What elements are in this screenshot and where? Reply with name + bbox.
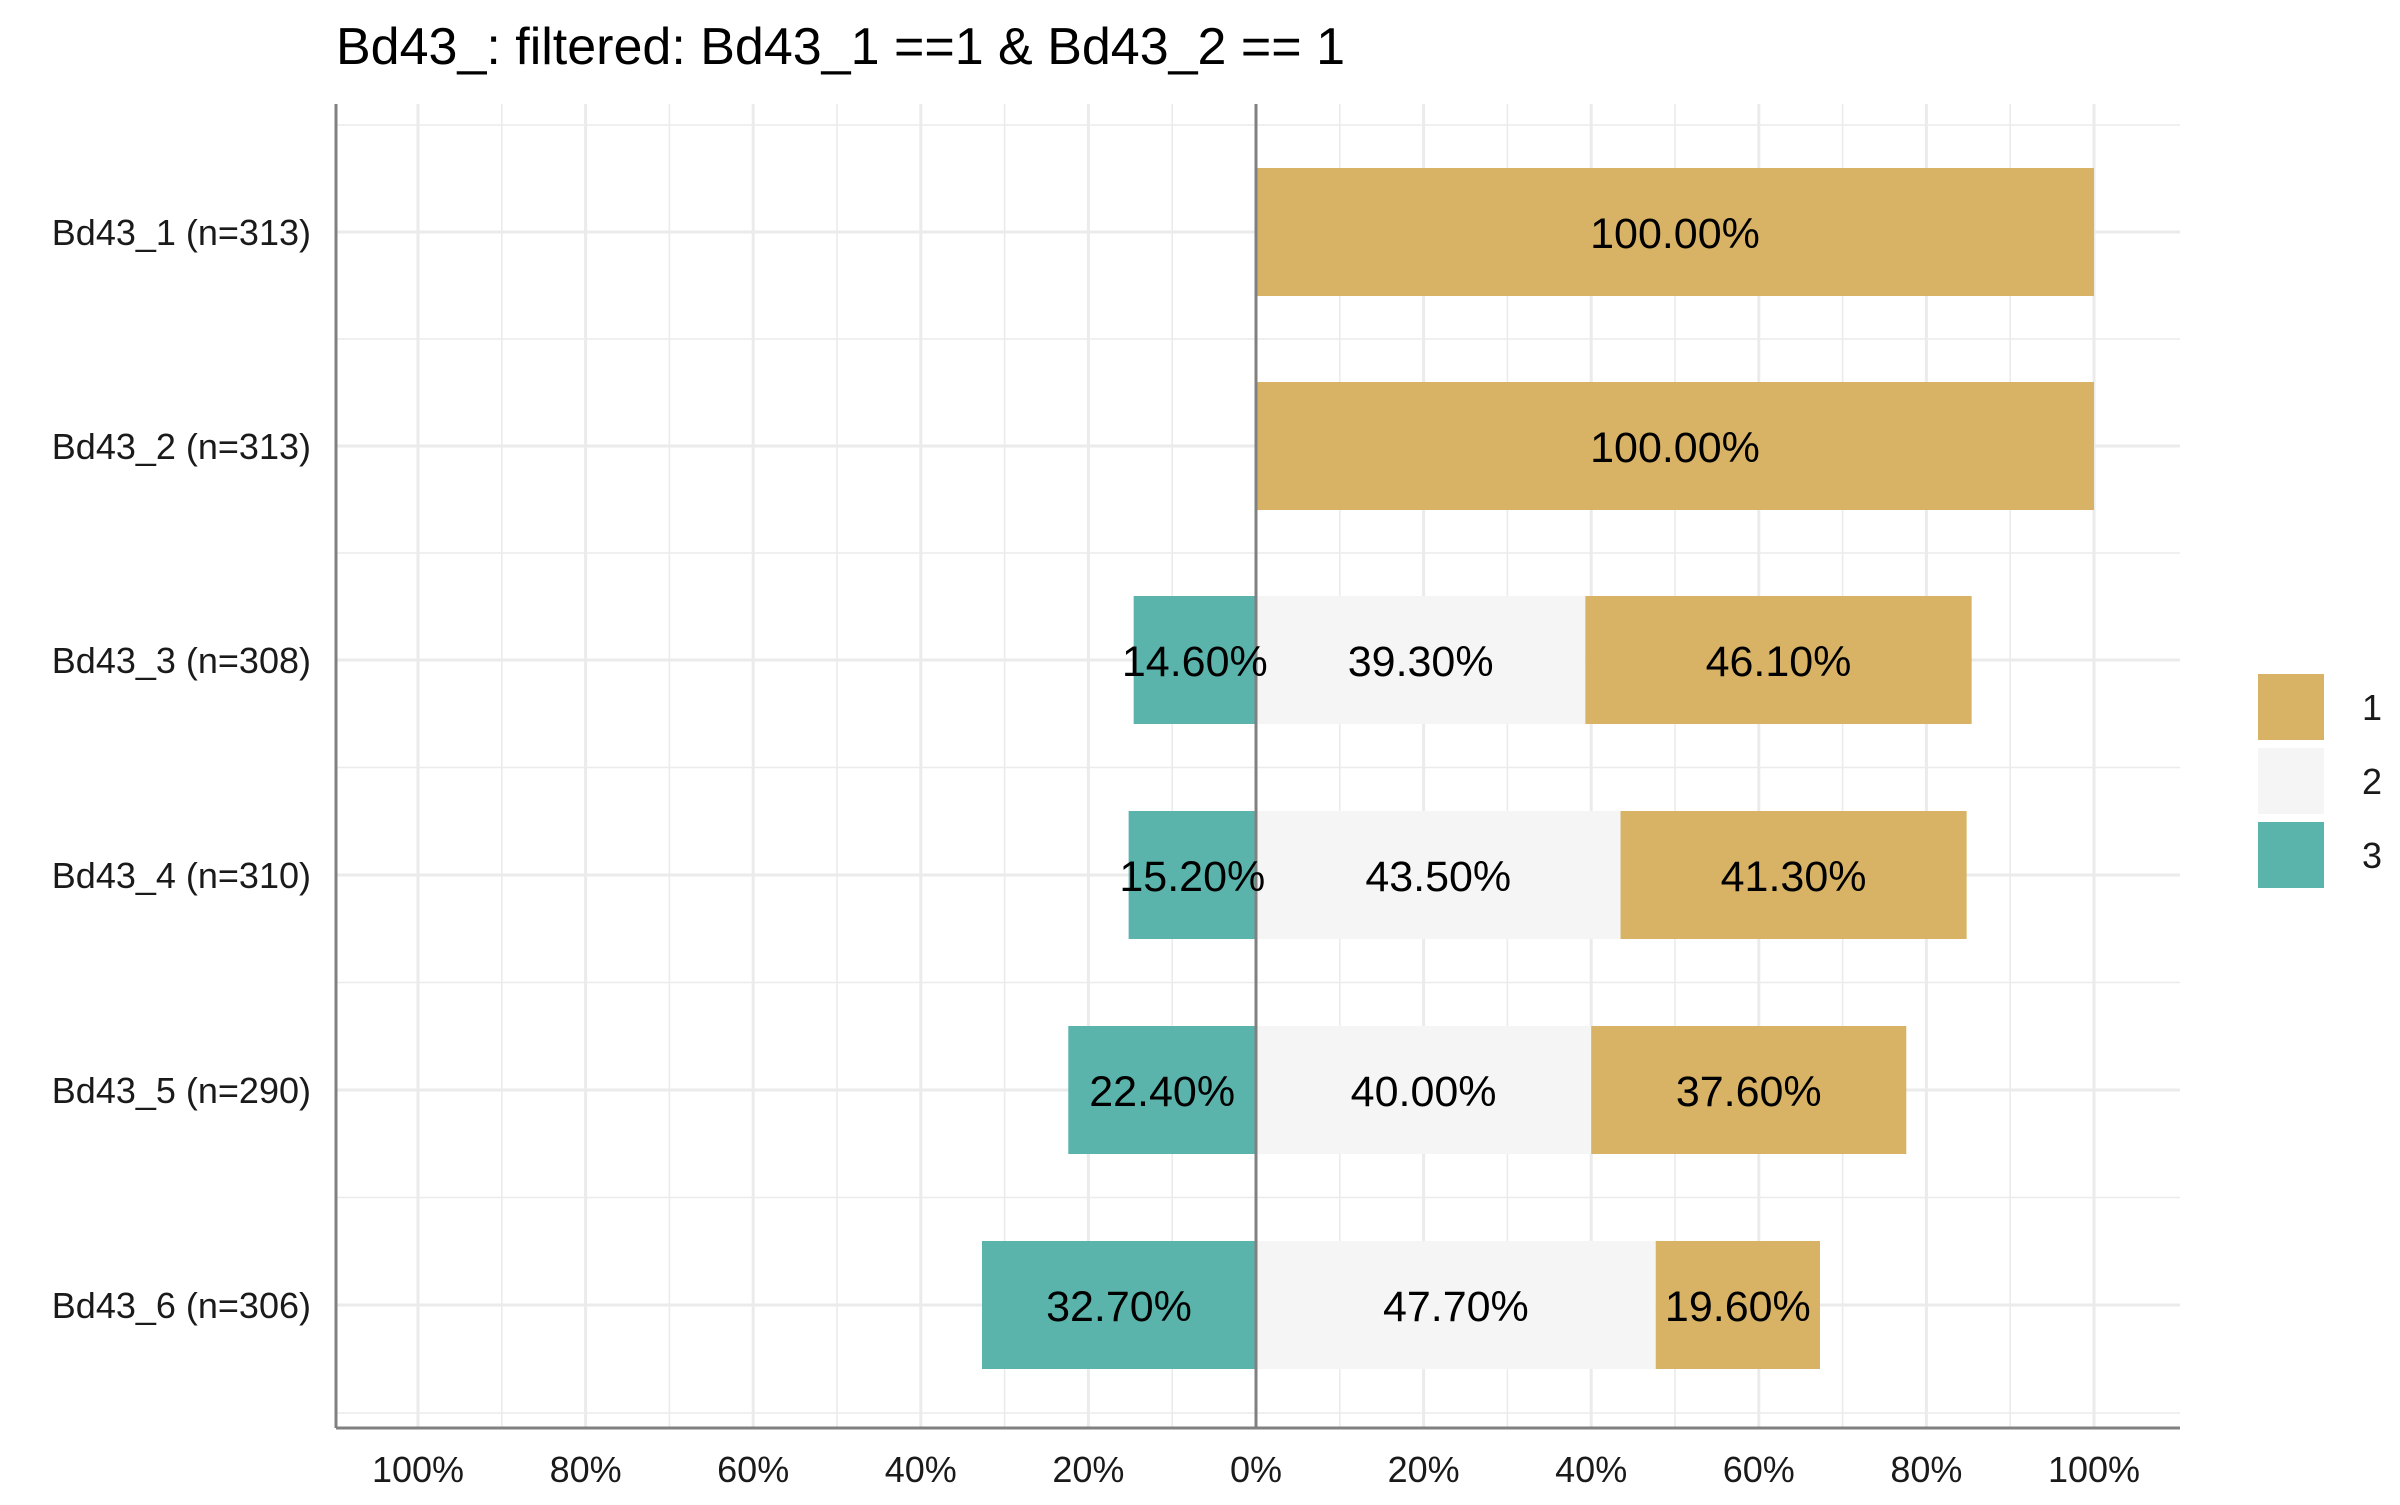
bar-series-3 [981,1241,1256,1369]
y-tick-label: Bd43_1 (n=313) [52,212,311,253]
bar-labels-layer: 100.00% 100.00% 14.60% 39.30% 46.10% 15.20% 43… [1046,210,1866,1331]
x-tick-label: 20% [1388,1449,1460,1490]
y-tick-label: Bd43_5 (n=290) [52,1070,311,1111]
legend-swatch [2258,748,2324,814]
x-tick-label: 20% [1052,1449,1124,1490]
bar-value-label: 15.20% [1119,853,1265,901]
bar-series-2 [1256,811,1621,939]
legend-label: 2 [2362,761,2382,802]
legend: 1 2 3 [2258,674,2382,888]
bar-series-1 [1256,382,2094,510]
bar-value-label: 14.60% [1122,638,1268,686]
x-tick-label: 80% [1890,1449,1962,1490]
x-tick-label: 40% [1555,1449,1627,1490]
chart-title: Bd43_: filtered: Bd43_1 ==1 & Bd43_2 == … [336,18,1345,76]
bar-series-2 [1256,596,1586,724]
bar-series-1 [1256,168,2094,296]
bar-value-label: 46.10% [1706,638,1852,686]
x-tick-label: 100% [372,1449,464,1490]
x-tick-label: 60% [1723,1449,1795,1490]
y-tick-label: Bd43_4 (n=310) [52,855,311,896]
y-tick-label: Bd43_3 (n=308) [52,640,311,681]
bar-value-label: 100.00% [1590,424,1760,472]
bar-series-2 [1256,1241,1656,1369]
bar-value-label: 100.00% [1590,210,1760,258]
axis-layer: Bd43_1 (n=313) Bd43_2 (n=313) Bd43_3 (n=30… [52,104,2180,1490]
bar-value-label: 32.70% [1046,1283,1192,1331]
bar-series-3 [1128,811,1256,939]
bar-series-1 [1585,596,1972,724]
y-tick-label: Bd43_6 (n=306) [52,1285,311,1326]
x-tick-label: 0% [1230,1449,1282,1490]
bars-layer [981,168,2094,1369]
bar-value-label: 41.30% [1721,853,1867,901]
x-tick-label: 100% [2048,1449,2140,1490]
bar-series-1 [1591,1026,1907,1154]
legend-swatch [2258,822,2324,888]
x-tick-label: 80% [550,1449,622,1490]
bar-value-label: 37.60% [1676,1068,1822,1116]
bar-value-label: 19.60% [1665,1283,1811,1331]
grid-layer [336,104,2180,1428]
legend-swatch [2258,674,2324,740]
bar-value-label: 39.30% [1348,638,1494,686]
bar-value-label: 22.40% [1089,1068,1235,1116]
legend-label: 1 [2362,687,2382,728]
bar-series-2 [1256,1026,1592,1154]
legend-label: 3 [2362,835,2382,876]
bar-series-1 [1620,811,1967,939]
y-tick-label: Bd43_2 (n=313) [52,426,311,467]
bar-value-label: 43.50% [1365,853,1511,901]
bar-value-label: 40.00% [1351,1068,1497,1116]
x-tick-label: 60% [717,1449,789,1490]
bar-series-1 [1655,1241,1820,1369]
bar-value-label: 47.70% [1383,1283,1529,1331]
bar-series-3 [1068,1026,1256,1154]
x-tick-label: 40% [885,1449,957,1490]
bar-series-3 [1133,596,1256,724]
